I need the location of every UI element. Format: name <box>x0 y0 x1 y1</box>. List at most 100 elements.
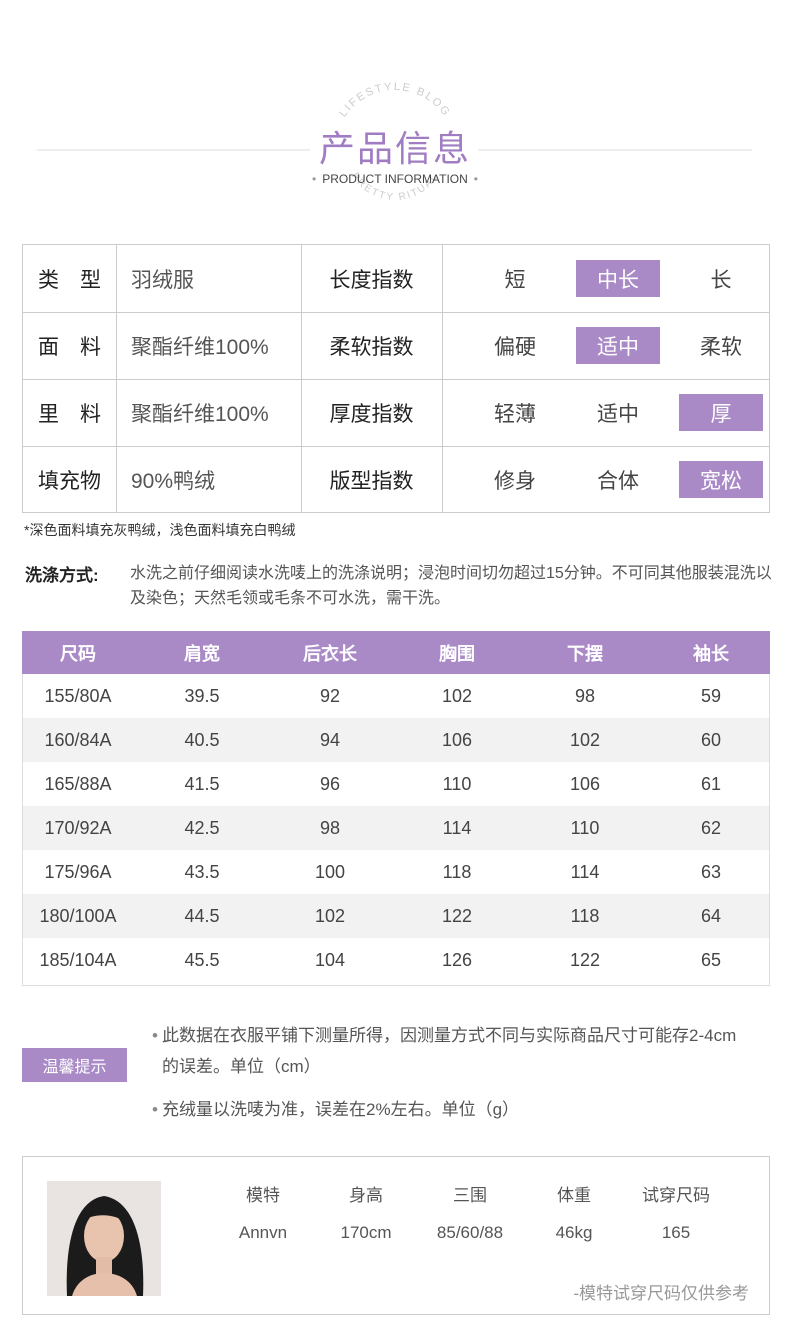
size-table: 尺码 肩宽 后衣长 胸围 下摆 袖长 155/80A 39.5 92 102 98 59 160/84A… <box>22 631 770 986</box>
fill-note: *深色面料填充灰鸭绒，浅色面料填充白鸭绒 <box>24 522 296 538</box>
size-cell: 175/96A <box>44 861 112 882</box>
size-cell: 61 <box>700 773 722 794</box>
size-header: 后衣长 <box>303 643 357 664</box>
model-value: Annvn <box>238 1223 288 1242</box>
size-cell: 122 <box>441 905 473 926</box>
row-rule <box>23 379 770 380</box>
option: 偏硬 <box>494 335 536 359</box>
size-cell: 45.5 <box>184 949 220 970</box>
size-cell: 64 <box>700 905 722 926</box>
info-label: 里 料 <box>38 402 101 426</box>
size-cell: 106 <box>441 729 473 750</box>
subtitle: PRODUCT INFORMATION <box>322 172 468 186</box>
size-cell: 170/92A <box>44 817 112 838</box>
size-cell: 126 <box>441 949 473 970</box>
size-cell: 42.5 <box>184 817 220 838</box>
size-cell: 43.5 <box>184 861 220 882</box>
info-label: 填充物 <box>38 469 101 493</box>
size-cell: 106 <box>569 773 601 794</box>
size-header-bg <box>22 631 770 674</box>
size-header: 肩宽 <box>184 643 220 664</box>
option: 修身 <box>494 469 536 493</box>
option-selected: 适中 <box>576 327 660 364</box>
index-label: 柔软指数 <box>329 335 414 359</box>
tip-item: • 充绒量以洗唛为准，误差在2%左右。单位（g） <box>148 1094 748 1125</box>
size-cell: 39.5 <box>184 685 220 706</box>
bullet: • <box>152 1026 158 1045</box>
size-cell: 118 <box>570 905 600 926</box>
size-cell: 102 <box>569 729 601 750</box>
option-selected: 厚 <box>679 394 763 431</box>
tips-label: 温馨提示 <box>22 1048 127 1082</box>
option: 合体 <box>597 469 639 493</box>
size-cell: 65 <box>700 949 722 970</box>
option-selected: 宽松 <box>679 461 763 498</box>
size-cell: 114 <box>570 861 600 882</box>
option: 短 <box>504 268 526 292</box>
size-cell: 104 <box>314 949 346 970</box>
col-rule <box>301 245 302 512</box>
header-deco: LIFESTYLE BLOG PRETTY RITUAL <box>37 81 752 203</box>
row-rule <box>23 446 770 447</box>
option: 长 <box>710 268 732 292</box>
row-bg <box>23 894 769 938</box>
model-box: 模特 Annvn 身高 170cm 三围 85/60/88 体重 46kg 试穿尺码 165 -模特… <box>22 1156 770 1315</box>
ring-text: LIFESTYLE BLOG <box>337 81 453 119</box>
index-label: 长度指数 <box>329 268 414 292</box>
model-value: 165 <box>661 1223 691 1242</box>
title: 产品信息 <box>318 128 471 169</box>
size-cell: 102 <box>314 905 346 926</box>
model-value: 170cm <box>340 1223 392 1242</box>
info-value: 聚酯纤维100% <box>131 335 269 359</box>
model-value: 85/60/88 <box>436 1223 504 1242</box>
col-rule <box>116 245 117 512</box>
model-header: 体重 <box>557 1185 591 1205</box>
row-rule <box>23 312 770 313</box>
model-photo <box>47 1181 161 1296</box>
ring-top: LIFESTYLE BLOG <box>337 81 451 119</box>
size-cell: 60 <box>700 729 722 750</box>
size-cell: 41.5 <box>184 773 220 794</box>
size-cell: 98 <box>319 817 341 838</box>
info-label: 类 型 <box>38 268 101 292</box>
size-cell: 100 <box>314 861 346 882</box>
size-cell: 96 <box>319 773 341 794</box>
size-cell: 114 <box>442 817 472 838</box>
size-cell: 180/100A <box>39 905 117 926</box>
size-cell: 92 <box>319 685 341 706</box>
size-cell: 63 <box>700 861 722 882</box>
size-header: 下摆 <box>567 643 603 664</box>
info-table: 类 型羽绒服 长度指数短中长长面 料聚酯纤维100% 柔软指数 偏硬 适中 柔软里 料聚酯… <box>22 244 770 513</box>
info-label: 面 料 <box>38 335 101 359</box>
tip-item: • 此数据在衣服平铺下测量所得，因测量方式不同与实际商品尺寸可能存2-4cm的误差… <box>148 1020 748 1082</box>
size-cell: 62 <box>700 817 722 838</box>
info-value: 90%鸭绒 <box>131 469 216 493</box>
subtitle-wrap: • PRODUCT INFORMATION • <box>312 172 478 186</box>
col-rule <box>442 245 443 512</box>
size-cell: 118 <box>442 861 472 882</box>
size-header: 袖长 <box>693 643 729 664</box>
row-bg <box>23 718 769 762</box>
size-cell: 155/80A <box>44 685 112 706</box>
tip-text: 此数据在衣服平铺下测量所得，因测量方式不同与实际商品尺寸可能存2-4cm的误差。… <box>162 1026 737 1076</box>
wash-text: 水洗之前仔细阅读水洗唛上的洗涤说明；浸泡时间切勿超过15分钟。不可同其他服装混洗… <box>130 565 772 607</box>
size-cell: 44.5 <box>184 905 220 926</box>
tips-list: • 此数据在衣服平铺下测量所得，因测量方式不同与实际商品尺寸可能存2-4cm的误差… <box>148 1020 748 1137</box>
size-cell: 110 <box>570 817 600 838</box>
info-value: 聚酯纤维100% <box>131 402 269 426</box>
wash-label: 洗涤方式: <box>25 566 99 585</box>
bullet: • <box>152 1100 158 1119</box>
size-cell: 98 <box>574 685 596 706</box>
size-cell: 94 <box>319 729 341 750</box>
size-header: 胸围 <box>439 643 475 664</box>
model-header: 三围 <box>453 1185 487 1205</box>
index-label: 版型指数 <box>329 469 414 493</box>
model-header: 身高 <box>349 1185 383 1205</box>
option-selected: 中长 <box>576 260 660 297</box>
size-cell: 110 <box>442 773 472 794</box>
size-header: 尺码 <box>60 643 96 664</box>
size-cell: 160/84A <box>44 729 112 750</box>
model-note: -模特试穿尺码仅供参考 <box>573 1283 749 1303</box>
option: 轻薄 <box>494 402 536 426</box>
